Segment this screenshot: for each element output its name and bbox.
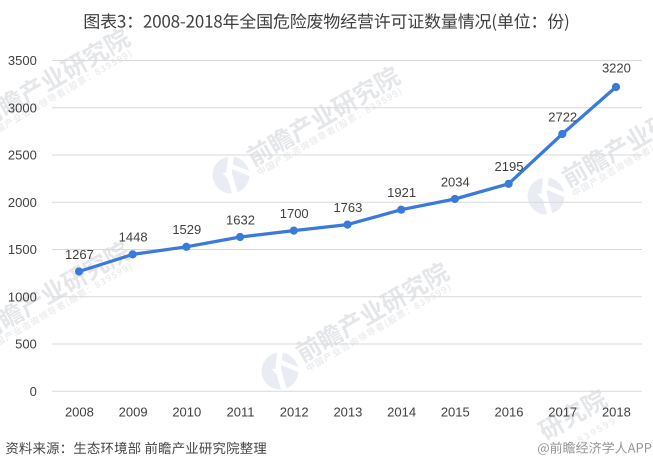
- svg-text:2009: 2009: [119, 405, 148, 420]
- svg-text:3220: 3220: [602, 61, 631, 76]
- svg-text:1763: 1763: [333, 200, 362, 215]
- svg-text:1448: 1448: [119, 230, 148, 245]
- svg-text:2722: 2722: [548, 109, 577, 124]
- svg-text:2013: 2013: [333, 405, 362, 420]
- svg-text:2015: 2015: [441, 405, 470, 420]
- svg-text:2018: 2018: [602, 405, 631, 420]
- svg-text:2195: 2195: [495, 159, 524, 174]
- svg-text:2012: 2012: [280, 405, 309, 420]
- svg-text:1700: 1700: [280, 206, 309, 221]
- svg-text:0: 0: [30, 384, 37, 399]
- svg-text:2000: 2000: [8, 195, 37, 210]
- svg-text:2016: 2016: [495, 405, 524, 420]
- svg-text:2500: 2500: [8, 148, 37, 163]
- svg-text:2017: 2017: [548, 405, 577, 420]
- svg-text:2034: 2034: [441, 174, 470, 189]
- svg-text:1500: 1500: [8, 242, 37, 257]
- svg-text:1000: 1000: [8, 289, 37, 304]
- svg-text:2008: 2008: [65, 405, 94, 420]
- svg-text:2014: 2014: [387, 405, 416, 420]
- svg-text:1267: 1267: [65, 247, 94, 262]
- svg-text:3500: 3500: [8, 53, 37, 68]
- svg-text:3000: 3000: [8, 101, 37, 116]
- svg-text:2011: 2011: [227, 405, 255, 420]
- svg-text:1921: 1921: [387, 185, 416, 200]
- svg-text:500: 500: [15, 337, 37, 352]
- svg-text:1632: 1632: [226, 212, 255, 227]
- svg-text:2010: 2010: [172, 405, 201, 420]
- svg-text:1529: 1529: [172, 222, 201, 237]
